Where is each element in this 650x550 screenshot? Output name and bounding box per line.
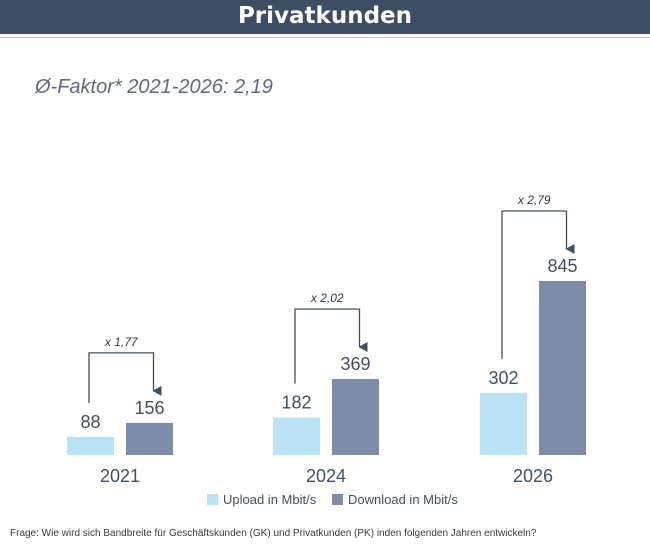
factor-label-2024: x 2,02 <box>310 291 344 305</box>
footer-question: Frage: Wie wird sich Bandbreite für Gesc… <box>10 528 537 539</box>
value-label-upload-2024: 182 <box>281 393 311 413</box>
factor-label-2026: x 2,79 <box>517 193 551 207</box>
value-label-upload-2026: 302 <box>488 368 518 388</box>
legend-swatch-upload <box>207 494 218 505</box>
factor-arrow-2024 <box>294 308 368 384</box>
chart-subtitle: Ø-Faktor* 2021-2026: 2,19 <box>35 76 273 98</box>
divider <box>0 37 650 38</box>
header-bar <box>0 0 650 34</box>
category-label-2021: 2021 <box>100 466 140 486</box>
value-label-download-2026: 845 <box>547 256 577 276</box>
value-label-download-2021: 156 <box>134 398 164 418</box>
value-label-upload-2021: 88 <box>80 412 100 432</box>
bar-download-2021 <box>126 422 173 455</box>
bar-upload-2026 <box>480 392 527 455</box>
legend-label-download: Download in Mbit/s <box>348 492 458 507</box>
bar-upload-2024 <box>273 417 320 455</box>
factor-arrow-2021 <box>88 352 162 403</box>
bar-download-2026 <box>539 281 586 455</box>
category-label-2026: 2026 <box>513 466 553 486</box>
bar-chart: 88 156 2021 x 1,77 182 369 2024 x 2,02 302 845 202… <box>67 193 586 507</box>
value-label-download-2024: 369 <box>340 354 370 374</box>
category-label-2024: 2024 <box>306 466 346 486</box>
bar-upload-2021 <box>67 436 114 455</box>
legend-label-upload: Upload in Mbit/s <box>223 492 317 507</box>
factor-arrow-2026 <box>501 210 575 359</box>
legend-swatch-download <box>332 494 343 505</box>
factor-label-2021: x 1,77 <box>104 335 139 349</box>
bar-download-2024 <box>332 379 379 455</box>
page-title: Privatkunden <box>237 3 413 29</box>
